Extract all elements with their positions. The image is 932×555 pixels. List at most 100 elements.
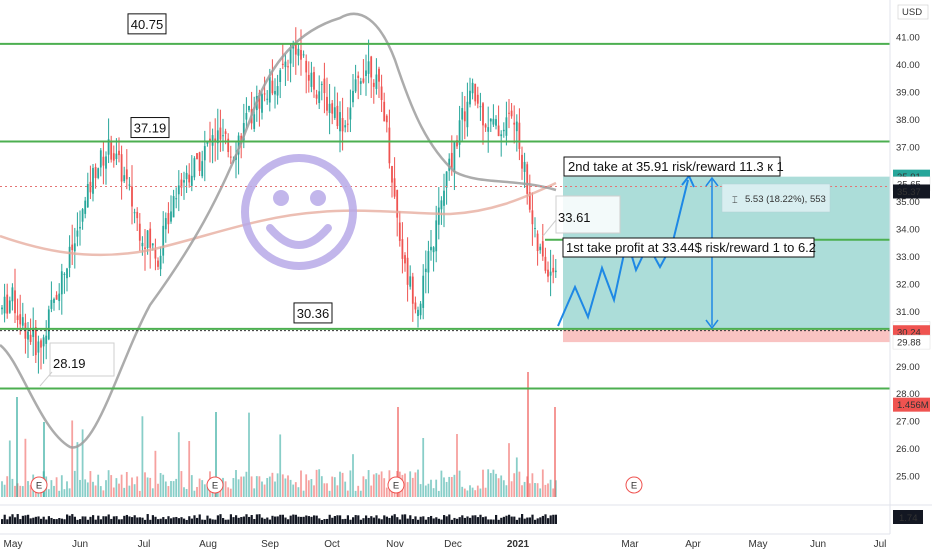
stop-zone[interactable]	[563, 328, 890, 343]
candle-body[interactable]	[406, 257, 409, 285]
candle-body[interactable]	[435, 220, 438, 252]
candle-body[interactable]	[497, 125, 500, 137]
candle-body[interactable]	[409, 276, 412, 287]
candle-body[interactable]	[547, 269, 549, 277]
candle-body[interactable]	[440, 200, 443, 210]
candle-body[interactable]	[518, 122, 521, 149]
candle-body[interactable]	[16, 315, 19, 321]
candle-body[interactable]	[34, 327, 37, 356]
candle-body[interactable]	[346, 123, 349, 125]
candle-body[interactable]	[552, 267, 555, 273]
candle-body[interactable]	[159, 255, 162, 270]
candle-body[interactable]	[125, 169, 128, 180]
candle-body[interactable]	[414, 302, 417, 310]
candle-body[interactable]	[536, 233, 539, 251]
take1-box[interactable]	[562, 237, 815, 258]
candle-body[interactable]	[370, 56, 373, 78]
candle-body[interactable]	[73, 243, 76, 252]
candle-body[interactable]	[237, 135, 240, 155]
candle-body[interactable]	[427, 251, 430, 273]
candle-body[interactable]	[29, 334, 32, 342]
candle-body[interactable]	[326, 96, 328, 111]
candle-body[interactable]	[110, 140, 113, 160]
candle-body[interactable]	[279, 70, 282, 82]
candle-body[interactable]	[63, 273, 66, 275]
candle-body[interactable]	[528, 192, 531, 210]
candle-body[interactable]	[372, 82, 375, 87]
candle-body[interactable]	[549, 271, 552, 276]
candle-body[interactable]	[170, 211, 172, 222]
level-label-box[interactable]	[130, 117, 170, 139]
candle-body[interactable]	[396, 190, 399, 218]
oscillator-badge[interactable]	[893, 510, 923, 524]
candle-body[interactable]	[328, 103, 331, 113]
candle-body[interactable]	[489, 118, 492, 122]
candle-body[interactable]	[177, 185, 180, 195]
level-label-box[interactable]	[293, 302, 333, 324]
candle-body[interactable]	[188, 174, 191, 183]
candle-body[interactable]	[42, 337, 45, 347]
candle-body[interactable]	[367, 61, 370, 74]
candle-body[interactable]	[505, 117, 508, 136]
candle-body[interactable]	[118, 150, 120, 156]
candle-body[interactable]	[97, 168, 100, 178]
candle-body[interactable]	[271, 80, 274, 94]
currency-button[interactable]	[897, 4, 929, 20]
candle-body[interactable]	[544, 256, 547, 271]
candle-body[interactable]	[55, 294, 58, 300]
candle-body[interactable]	[261, 94, 263, 113]
candle-body[interactable]	[287, 66, 289, 68]
earnings-marker[interactable]	[206, 476, 224, 494]
candle-body[interactable]	[479, 106, 482, 108]
candle-body[interactable]	[19, 314, 22, 325]
take2-box[interactable]	[563, 156, 781, 177]
candle-body[interactable]	[216, 130, 219, 144]
candle-body[interactable]	[107, 139, 110, 155]
candle-body[interactable]	[359, 81, 362, 84]
candle-body[interactable]	[526, 164, 529, 194]
candle-body[interactable]	[71, 244, 74, 251]
candle-body[interactable]	[383, 101, 386, 122]
candle-body[interactable]	[94, 167, 97, 179]
candle-body[interactable]	[162, 225, 165, 256]
candle-body[interactable]	[461, 108, 464, 120]
candle-body[interactable]	[385, 115, 388, 123]
candle-body[interactable]	[219, 127, 222, 140]
candle-body[interactable]	[81, 209, 84, 222]
candle-body[interactable]	[380, 86, 383, 101]
candle-body[interactable]	[266, 98, 269, 100]
candle-body[interactable]	[539, 246, 542, 251]
candle-body[interactable]	[463, 111, 466, 122]
candle-body[interactable]	[323, 78, 326, 94]
candle-body[interactable]	[133, 212, 136, 214]
candle-body[interactable]	[419, 303, 422, 316]
candle-body[interactable]	[222, 135, 224, 137]
earnings-marker[interactable]	[387, 476, 405, 494]
candle-body[interactable]	[211, 135, 214, 146]
candle-body[interactable]	[362, 78, 365, 83]
candle-body[interactable]	[105, 156, 107, 169]
candle-body[interactable]	[289, 47, 292, 64]
candle-body[interactable]	[245, 113, 248, 120]
candle-body[interactable]	[3, 296, 6, 314]
candle-body[interactable]	[495, 119, 497, 126]
candle-body[interactable]	[349, 107, 352, 120]
candle-body[interactable]	[21, 317, 24, 326]
candle-body[interactable]	[339, 112, 341, 132]
candle-body[interactable]	[352, 90, 354, 103]
candle-body[interactable]	[131, 186, 133, 207]
candle-body[interactable]	[193, 158, 196, 178]
candle-body[interactable]	[151, 243, 154, 246]
candle-body[interactable]	[469, 90, 471, 105]
candle-body[interactable]	[411, 276, 414, 304]
candle-body[interactable]	[53, 298, 55, 303]
price-badge[interactable]	[893, 184, 930, 199]
candle-body[interactable]	[32, 327, 35, 338]
candle-body[interactable]	[443, 190, 445, 206]
candle-body[interactable]	[138, 223, 141, 241]
measure-box[interactable]	[721, 183, 831, 213]
candle-body[interactable]	[76, 230, 79, 237]
candle-body[interactable]	[253, 114, 256, 129]
candle-body[interactable]	[86, 184, 89, 208]
